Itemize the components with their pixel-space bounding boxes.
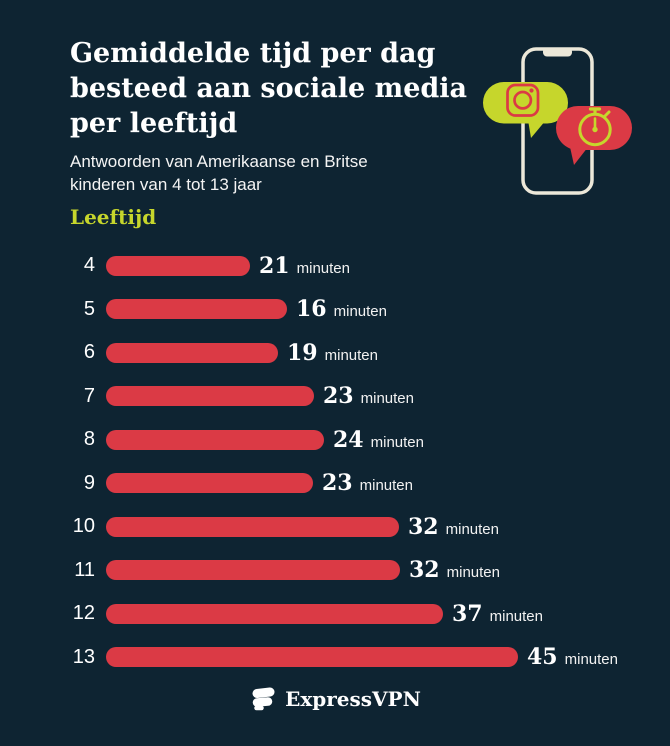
- age-label: 6: [83, 341, 95, 364]
- subtitle: Antwoorden van Amerikaanse en Britse kin…: [70, 150, 470, 196]
- instagram-icon: [506, 83, 540, 117]
- value-label: 32 minuten: [408, 514, 499, 540]
- header: Gemiddelde tijd per dag besteed aan soci…: [70, 36, 470, 196]
- value-number: 32: [408, 513, 439, 540]
- chart-row: 10 32 minuten: [60, 505, 618, 549]
- value-label: 45 minuten: [527, 644, 618, 670]
- bar: [106, 255, 250, 276]
- bar: [106, 647, 518, 668]
- value-label: 24 minuten: [333, 427, 424, 453]
- bar-chart: 4 21 minuten 5 16 minuten 6 19 minuten 7 23…: [60, 244, 618, 679]
- value-unit: minuten: [564, 651, 618, 669]
- value-unit: minuten: [333, 303, 387, 321]
- subtitle-line-1: Antwoorden van Amerikaanse en Britse: [70, 152, 368, 171]
- subtitle-line-2: kinderen van 4 tot 13 jaar: [70, 175, 262, 194]
- chart-row: 9 23 minuten: [60, 462, 618, 506]
- value-label: 19 minuten: [287, 340, 378, 366]
- stopwatch-icon: [578, 107, 612, 147]
- brand-footer: ExpressVPN: [0, 685, 670, 713]
- bar: [106, 516, 399, 537]
- value-number: 37: [452, 600, 483, 627]
- value-label: 23 minuten: [323, 383, 414, 409]
- title-line-1: Gemiddelde tijd per dag: [70, 38, 436, 69]
- chart-row: 4 21 minuten: [60, 244, 618, 288]
- chart-row: 12 37 minuten: [60, 592, 618, 636]
- age-label: 10: [72, 515, 95, 538]
- age-label: 5: [83, 297, 95, 320]
- value-unit: minuten: [324, 346, 378, 364]
- chart-row: 7 23 minuten: [60, 375, 618, 419]
- value-number: 32: [409, 557, 440, 584]
- chart-row: 8 24 minuten: [60, 418, 618, 462]
- value-number: 21: [259, 252, 290, 279]
- value-number: 19: [287, 339, 318, 366]
- chart-row: 13 45 minuten: [60, 636, 618, 680]
- expressvpn-logo-icon: [252, 687, 275, 711]
- age-label: 11: [74, 558, 95, 581]
- chart-row: 5 16 minuten: [60, 288, 618, 332]
- value-label: 32 minuten: [409, 557, 500, 583]
- chart-row: 6 19 minuten: [60, 331, 618, 375]
- bar: [106, 560, 400, 581]
- timer-bubble: [556, 106, 632, 165]
- value-label: 16 minuten: [296, 296, 387, 322]
- title-line-2: besteed aan sociale media: [70, 73, 467, 104]
- value-unit: minuten: [359, 477, 413, 495]
- value-unit: minuten: [360, 390, 414, 408]
- value-number: 23: [323, 383, 354, 410]
- value-label: 21 minuten: [259, 253, 350, 279]
- value-unit: minuten: [370, 433, 424, 451]
- value-unit: minuten: [446, 564, 500, 582]
- brand-name: ExpressVPN: [285, 687, 421, 711]
- value-label: 37 minuten: [452, 601, 543, 627]
- value-label: 23 minuten: [322, 470, 413, 496]
- value-unit: minuten: [296, 259, 350, 277]
- bar: [106, 603, 443, 624]
- phone-illustration: [483, 47, 632, 195]
- age-label: 8: [83, 428, 95, 451]
- value-unit: minuten: [489, 607, 543, 625]
- age-label: 7: [83, 384, 95, 407]
- bar: [106, 342, 278, 363]
- value-number: 24: [333, 426, 364, 453]
- bar: [106, 429, 324, 450]
- value-number: 23: [322, 470, 353, 497]
- title-line-3: per leeftijd: [70, 108, 238, 139]
- page-title: Gemiddelde tijd per dag besteed aan soci…: [70, 36, 470, 141]
- value-number: 45: [527, 644, 558, 671]
- bar: [106, 386, 314, 407]
- chart-row: 11 32 minuten: [60, 549, 618, 593]
- bar: [106, 473, 313, 494]
- instagram-bubble: [483, 82, 568, 138]
- value-number: 16: [296, 296, 327, 323]
- age-label: 12: [72, 602, 95, 625]
- age-label: 13: [72, 645, 95, 668]
- bar: [106, 299, 287, 320]
- value-unit: minuten: [445, 520, 499, 538]
- age-label: 4: [83, 254, 95, 277]
- age-label: 9: [83, 471, 95, 494]
- axis-label-leeftijd: Leeftijd: [70, 205, 157, 229]
- phone-notch: [543, 47, 572, 57]
